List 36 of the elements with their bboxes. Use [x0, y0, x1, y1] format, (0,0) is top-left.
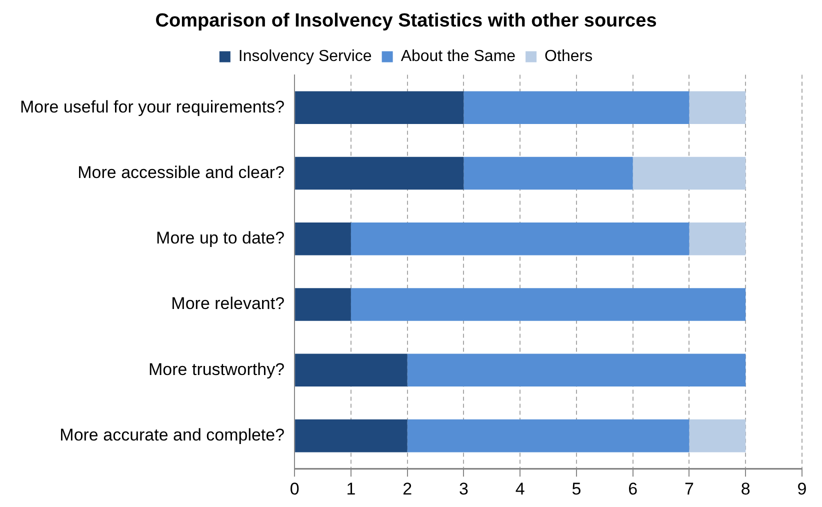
x-tick-label: 5: [572, 479, 582, 498]
legend-label: Others: [544, 48, 593, 66]
x-tick-label: 3: [458, 479, 468, 498]
y-tick-label: More up to date?: [156, 228, 285, 248]
bar: [464, 156, 633, 190]
bar: [295, 222, 351, 256]
y-tick-label: More useful for your requirements?: [20, 97, 285, 116]
x-tick-label: 0: [290, 479, 300, 498]
bar: [407, 419, 690, 452]
bar: [689, 222, 746, 256]
legend-label: About the Same: [400, 48, 516, 66]
x-tick-label: 4: [515, 479, 525, 498]
y-tick-label: More relevant?: [171, 294, 285, 314]
y-tick-label: More accessible and clear?: [78, 162, 285, 182]
bar: [295, 354, 408, 387]
bar: [295, 419, 408, 452]
bar: [350, 288, 746, 321]
x-tick-label: 2: [402, 479, 412, 498]
bar: [295, 156, 464, 190]
y-tick-label: More accurate and complete?: [60, 425, 285, 444]
bar: [689, 419, 746, 452]
x-tick-label: 7: [684, 479, 694, 498]
x-tick-label: 8: [740, 479, 750, 498]
chart-title: Comparison of Insolvency Statistics with other sources: [155, 10, 657, 32]
bar: [295, 288, 351, 321]
bar: [295, 91, 464, 124]
bar: [632, 156, 746, 190]
x-tick-label: 1: [346, 479, 356, 498]
bar: [464, 91, 690, 124]
bar: [407, 354, 746, 387]
x-tick-label: 6: [628, 479, 638, 498]
bar: [689, 91, 746, 124]
legend-label: Insolvency Service: [238, 48, 372, 66]
bar: [350, 222, 690, 256]
y-tick-label: More trustworthy?: [148, 360, 285, 379]
x-tick-label: 9: [797, 479, 807, 498]
